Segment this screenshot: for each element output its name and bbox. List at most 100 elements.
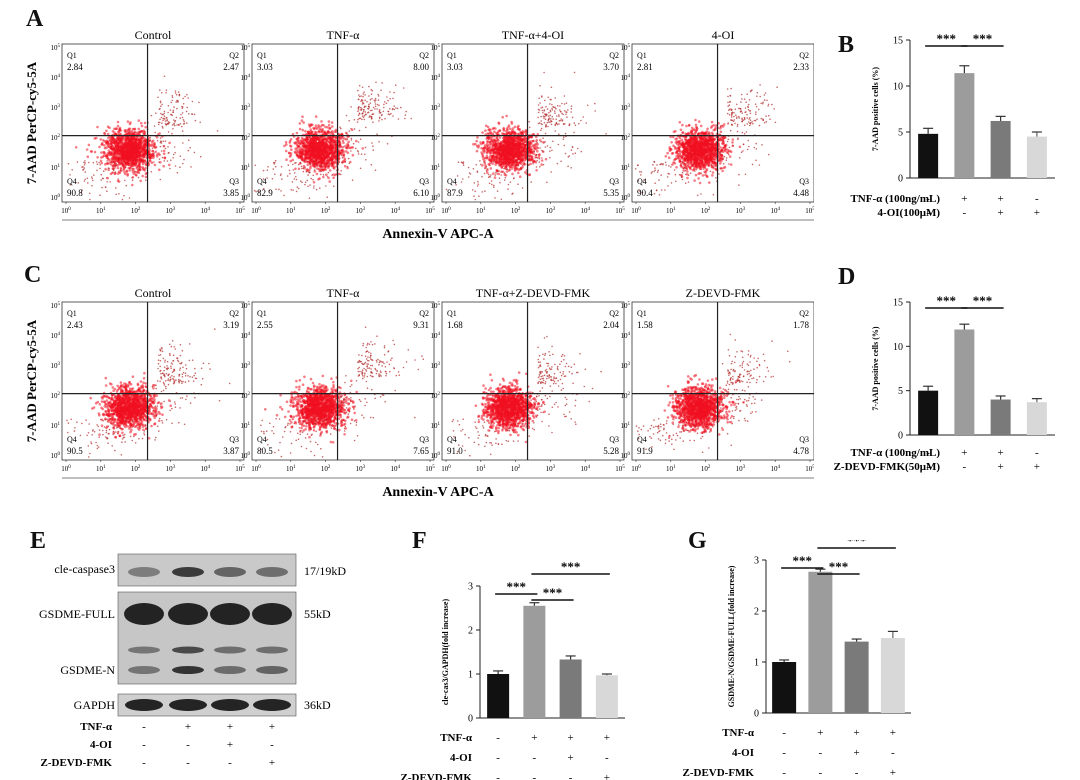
flow-event-dot xyxy=(360,106,362,109)
flow-event-dot xyxy=(564,110,566,112)
flow-event-dot xyxy=(134,155,137,158)
flow-event-dot xyxy=(508,131,511,134)
flow-event-dot xyxy=(135,158,139,161)
flow-event-dot xyxy=(554,97,556,99)
flow-event-dot xyxy=(513,169,517,172)
flow-event-dot xyxy=(165,89,168,91)
flow-event-dot xyxy=(541,109,544,112)
flow-event-dot xyxy=(141,157,144,161)
flow-event-dot xyxy=(305,160,308,163)
flow-event-dot xyxy=(308,172,311,174)
flow-event-dot xyxy=(506,168,508,170)
flow-event-dot xyxy=(280,166,283,168)
flow-event-dot xyxy=(542,112,544,114)
flow-event-dot xyxy=(367,105,370,108)
flow-event-dot xyxy=(119,166,123,170)
flow-event-dot xyxy=(103,131,106,135)
flow-event-dot xyxy=(173,122,175,125)
flow-event-dot xyxy=(134,140,138,144)
flow-event-dot xyxy=(549,109,552,112)
flow-event-dot xyxy=(309,184,311,186)
flow-event-dot xyxy=(315,188,318,191)
flow-event-dot xyxy=(485,154,489,158)
flow-event-dot xyxy=(455,184,457,186)
flow-x-tick-label: 101 xyxy=(476,207,486,215)
flow-event-dot xyxy=(315,163,318,166)
flow-event-dot xyxy=(312,178,314,181)
flow-event-dot xyxy=(345,114,348,117)
flow-event-dot xyxy=(489,175,491,178)
flow-event-dot xyxy=(314,147,318,150)
flow-event-dot xyxy=(467,166,470,169)
flow-event-dot xyxy=(510,137,513,141)
flow-event-dot xyxy=(113,131,116,134)
flow-event-dot xyxy=(186,106,188,109)
flow-event-dot xyxy=(371,89,374,92)
flow-event-dot xyxy=(301,167,303,170)
flow-event-dot xyxy=(556,104,559,107)
flow-event-dot xyxy=(158,168,161,172)
flow-event-dot xyxy=(182,103,185,105)
flow-event-dot xyxy=(151,149,155,153)
flow-event-dot xyxy=(96,156,99,159)
flow-event-dot xyxy=(317,129,321,133)
flow-event-dot xyxy=(312,187,315,189)
flow-event-dot xyxy=(370,163,373,166)
flow-event-dot xyxy=(109,181,111,183)
quadrant-q1-value: 3.03 xyxy=(257,62,273,72)
flow-event-dot xyxy=(543,117,545,119)
flow-event-dot xyxy=(533,150,535,153)
flow-event-dot xyxy=(358,129,361,132)
flow-event-dot xyxy=(291,158,295,162)
flow-event-dot xyxy=(167,152,170,154)
flow-event-dot xyxy=(498,158,502,162)
flow-event-dot xyxy=(572,153,574,155)
flow-event-dot xyxy=(395,107,397,109)
flow-event-dot xyxy=(387,113,390,115)
flow-event-dot xyxy=(316,167,319,170)
flow-event-dot xyxy=(550,86,553,89)
flow-event-dot xyxy=(511,172,514,176)
flow-event-dot xyxy=(296,186,299,188)
flow-event-dot xyxy=(329,148,332,152)
flow-event-dot xyxy=(182,142,184,144)
flow-event-dot xyxy=(360,100,362,103)
flow-event-dot xyxy=(128,197,131,199)
flow-event-dot xyxy=(322,132,325,136)
flow-event-dot xyxy=(340,149,344,152)
flow-event-dot xyxy=(136,143,140,146)
flow-event-dot xyxy=(371,113,374,116)
flow-event-dot xyxy=(471,189,474,191)
flow-event-dot xyxy=(176,107,178,110)
flow-event-dot xyxy=(343,164,347,168)
flow-event-dot xyxy=(550,120,553,122)
flow-plot-title: TNF-α+4-OI xyxy=(502,28,564,42)
flow-event-dot xyxy=(84,160,86,162)
flow-event-dot xyxy=(132,162,136,166)
flow-event-dot xyxy=(536,133,540,136)
flow-event-dot xyxy=(495,169,499,172)
flow-event-dot xyxy=(100,179,102,181)
flow-event-dot xyxy=(494,172,497,174)
flow-event-dot xyxy=(182,162,184,165)
flow-event-dot xyxy=(768,114,770,117)
flow-event-dot xyxy=(582,116,585,118)
panel-letter-f: F xyxy=(412,528,427,554)
flow-event-dot xyxy=(462,164,465,166)
flow-event-dot xyxy=(84,171,86,173)
flow-event-dot xyxy=(381,118,383,121)
flow-event-dot xyxy=(524,143,527,147)
flow-event-dot xyxy=(565,102,568,104)
flow-event-dot xyxy=(359,167,362,170)
flow-event-dot xyxy=(378,141,380,143)
flow-event-dot xyxy=(352,142,355,145)
flow-event-dot xyxy=(157,123,160,126)
flow-event-dot xyxy=(486,135,489,139)
flow-event-dot xyxy=(188,113,190,115)
flow-event-dot xyxy=(510,140,513,143)
flow-event-dot xyxy=(83,167,86,169)
flow-y-tick-label: 102 xyxy=(241,134,251,142)
flow-event-dot xyxy=(152,154,156,158)
flow-event-dot xyxy=(162,127,164,129)
